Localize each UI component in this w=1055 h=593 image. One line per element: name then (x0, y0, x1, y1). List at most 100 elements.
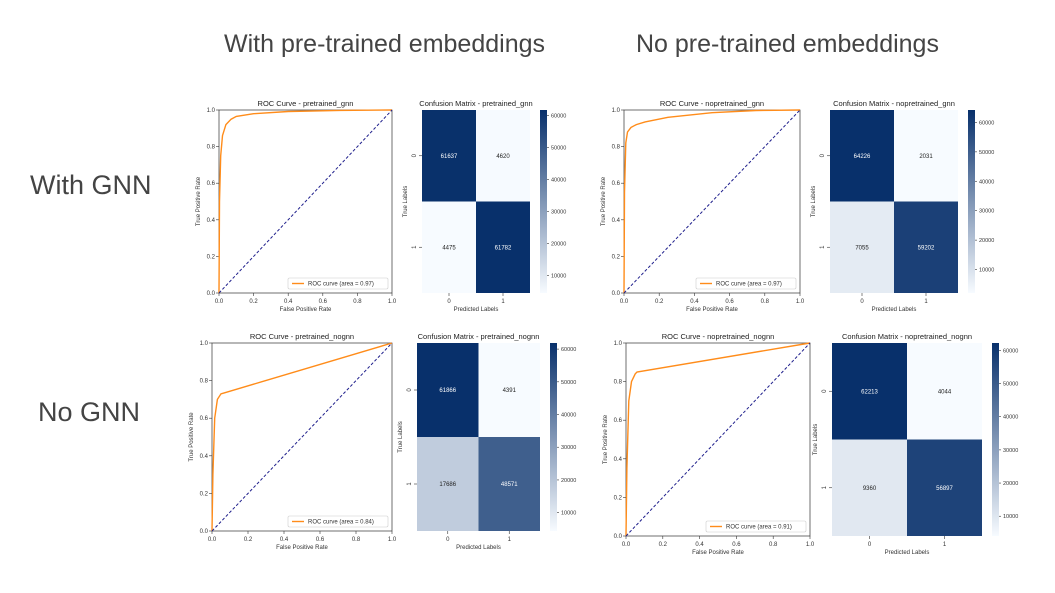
y-tick-label: 0.0 (207, 291, 216, 297)
colorbar-tick-label: 40000 (1003, 415, 1018, 421)
colorbar-tick-label: 40000 (551, 178, 566, 184)
x-tick-label: 0 (447, 299, 451, 305)
y-axis-label: True Labels (813, 424, 819, 455)
colorbar-tick-label: 30000 (561, 445, 576, 451)
y-tick-label: 0.8 (614, 380, 623, 386)
confusion-matrix-pretrained-gnn: Confusion Matrix - pretrained_gnn 61637 46… (400, 96, 580, 318)
roc-curve-line (218, 109, 393, 294)
y-tick-label: 0.6 (200, 416, 209, 422)
x-tick-label: 0.0 (215, 299, 224, 305)
y-tick-label: 0.6 (612, 181, 621, 187)
x-tick-label: 0.6 (316, 537, 325, 543)
colorbar (992, 343, 999, 536)
y-axis-label: True Positive Rate (189, 412, 195, 462)
y-tick-label: 0.0 (614, 534, 623, 540)
cell-value-label: 61782 (495, 245, 512, 251)
heatmap-cell (476, 110, 530, 202)
heatmap-cell (417, 437, 479, 531)
legend-label: ROC curve (area = 0.84) (308, 520, 374, 526)
cell-value-label: 17686 (439, 482, 456, 488)
roc-curve-line (211, 342, 393, 532)
x-tick-label: 0.2 (249, 299, 258, 305)
heatmap-cell (422, 201, 476, 293)
legend-box (705, 520, 807, 533)
x-tick-label: 1.0 (388, 537, 397, 543)
x-axis-label: False Positive Rate (686, 307, 738, 313)
y-tick-label: 0.0 (200, 529, 209, 535)
colorbar-tick-label: 50000 (551, 146, 566, 152)
colorbar-tick-label: 60000 (561, 347, 576, 353)
y-tick-label: 0.4 (207, 218, 216, 224)
x-axis-label: Predicted Labels (456, 545, 501, 551)
y-tick-label: 1 (407, 482, 413, 486)
heatmap-cell (478, 343, 540, 437)
legend-label: ROC curve (area = 0.97) (308, 282, 374, 288)
legend-box (287, 515, 389, 528)
heatmap-cell (894, 201, 958, 293)
colorbar-tick-label: 10000 (1003, 514, 1018, 520)
chart-title: ROC Curve - pretrained_gnn (258, 99, 354, 108)
y-tick-label: 0.8 (200, 379, 209, 385)
x-tick-label: 0.8 (761, 299, 770, 305)
x-tick-label: 1 (501, 299, 505, 305)
colorbar-tick-label: 30000 (979, 209, 994, 215)
colorbar-tick-label: 30000 (1003, 448, 1018, 454)
heatmap-cell (832, 439, 907, 536)
x-tick-label: 0 (860, 299, 864, 305)
roc-chart-pretrained-nognn: ROC Curve - pretrained_nognn 0.0 0.2 0.4 0.6… (186, 329, 400, 556)
y-tick-label: 0.4 (614, 457, 623, 463)
y-tick-label: 1.0 (612, 108, 621, 114)
y-tick-label: 1 (822, 485, 828, 489)
colorbar-tick-label: 60000 (1003, 348, 1018, 354)
y-axis-label: True Positive Rate (603, 414, 609, 464)
y-tick-label: 1.0 (200, 341, 209, 347)
roc-curve-line (625, 342, 811, 537)
colorbar-tick-label: 60000 (551, 114, 566, 120)
heatmap-cell (830, 201, 894, 293)
cell-value-label: 48571 (501, 482, 518, 488)
legend-box (695, 277, 797, 290)
colorbar-tick-label: 20000 (1003, 481, 1018, 487)
x-axis-label: Predicted Labels (454, 307, 499, 313)
colorbar-tick-label: 50000 (561, 380, 576, 386)
cell-value-label: 56897 (936, 486, 953, 492)
y-tick-label: 0 (822, 389, 828, 393)
x-tick-label: 1 (508, 537, 512, 543)
column-header-pretrained: With pre-trained embeddings (224, 30, 545, 58)
chart-title: Confusion Matrix - pretrained_gnn (419, 99, 532, 108)
y-tick-label: 0.6 (614, 418, 623, 424)
x-axis-label: False Positive Rate (692, 550, 744, 556)
heatmap-cell (417, 343, 479, 437)
cell-value-label: 61637 (441, 154, 458, 160)
colorbar (550, 343, 557, 531)
x-tick-label: 0.4 (280, 537, 289, 543)
x-tick-label: 1.0 (796, 299, 805, 305)
plot-frame (211, 342, 393, 532)
colorbar-tick-label: 20000 (561, 478, 576, 484)
heatmap-cell (907, 439, 982, 536)
roc-curve-line (623, 109, 801, 294)
cell-value-label: 4391 (503, 388, 517, 394)
chart-title: Confusion Matrix - nopretrained_nognn (842, 332, 972, 341)
y-axis-label: True Labels (403, 186, 409, 217)
y-tick-label: 1 (412, 245, 418, 249)
colorbar-tick-label: 50000 (979, 150, 994, 156)
heatmap-cell (478, 437, 540, 531)
x-tick-label: 0.0 (622, 542, 631, 548)
x-tick-label: 0.6 (725, 299, 734, 305)
y-tick-label: 0.4 (612, 218, 621, 224)
roc-chart-nopretrained-nognn: ROC Curve - nopretrained_nognn 0.0 0.2 0.4 0… (600, 329, 818, 561)
chart-title: Confusion Matrix - nopretrained_gnn (833, 99, 955, 108)
row-header-gnn: With GNN (30, 170, 152, 200)
x-tick-label: 0.0 (620, 299, 629, 305)
x-tick-label: 0.2 (655, 299, 664, 305)
row-header-nognn: No GNN (38, 397, 141, 427)
colorbar-tick-label: 30000 (551, 209, 566, 215)
cell-value-label: 59202 (918, 245, 935, 251)
x-axis-label: Predicted Labels (872, 307, 917, 313)
x-tick-label: 0.6 (732, 542, 741, 548)
cell-value-label: 64226 (854, 154, 871, 160)
colorbar (540, 110, 547, 293)
x-tick-label: 0 (446, 537, 450, 543)
heatmap-cell (476, 201, 530, 293)
